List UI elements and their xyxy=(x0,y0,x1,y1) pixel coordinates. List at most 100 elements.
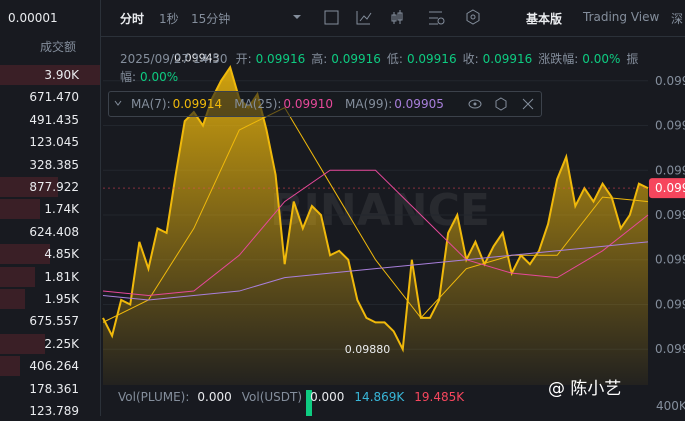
trade-amount: 4.85K xyxy=(44,247,79,262)
trade-row: 2.25K xyxy=(0,333,100,354)
trade-amount: 877.922 xyxy=(29,180,79,194)
depth-bar xyxy=(0,356,20,377)
interval-tab[interactable]: 15分钟 xyxy=(191,12,231,26)
toolbar: 分时 1秒 15分钟 基本版 Trading View 深 xyxy=(101,0,685,37)
trade-row: 178.361 xyxy=(0,379,100,399)
ohlc-info: 2025/09/27 14:50 开: 0.09916 高: 0.09916 低: 0.09… xyxy=(120,50,640,86)
field-value: 0.09916 xyxy=(482,52,533,66)
ma-name: MA(25) xyxy=(234,97,278,111)
y-tick-label: 0.099 xyxy=(655,74,685,88)
trade-amount: 1.81K xyxy=(44,269,79,284)
field-label: 低: xyxy=(386,52,403,66)
trade-amount: 123.789 xyxy=(29,404,79,418)
interval-tab[interactable]: 分时 xyxy=(120,12,145,26)
vol-value: 0.000 xyxy=(310,390,345,404)
depth-bar xyxy=(0,333,45,354)
trade-row: 491.435 xyxy=(0,110,100,130)
price-area xyxy=(103,67,648,386)
field-label: 振幅: xyxy=(120,52,639,84)
trade-row: 406.264 xyxy=(0,356,100,377)
ma-colon: : xyxy=(166,97,171,111)
trade-amount: 671.470 xyxy=(29,90,79,105)
trade-amount: 1.95K xyxy=(44,292,79,306)
ma-line xyxy=(102,106,649,323)
ma-value: 0.09905 xyxy=(394,97,444,111)
trade-row: 123.789 xyxy=(0,401,100,421)
field-value: 0.09916 xyxy=(331,52,381,66)
trade-amount: 178.361 xyxy=(29,381,79,396)
y-tick-label: 0.099 xyxy=(655,119,685,133)
y-tick-label: 0.099 xyxy=(655,208,685,222)
y-tick-label: 0.099 xyxy=(655,253,685,267)
price-tag-label: 0.099 xyxy=(655,181,685,195)
view-tab[interactable]: 基本版 xyxy=(526,12,563,26)
vol-ma: 14.869K xyxy=(354,390,405,404)
order-sidebar: 0.00001 成交额 3.90K 671.470 491.435 123.045 32… xyxy=(0,0,101,418)
vol-ma: 19.485K xyxy=(414,390,465,404)
field-label: 高: xyxy=(311,52,328,66)
trade-row: 624.408 xyxy=(0,222,100,242)
trade-amount: 675.557 xyxy=(29,314,79,329)
trade-amount: 328.385 xyxy=(29,157,79,172)
trade-amount: 3.90K xyxy=(44,68,79,82)
trade-row: 328.385 xyxy=(0,155,100,175)
depth-bar xyxy=(0,177,58,197)
depth-bar xyxy=(0,289,25,309)
depth-bar xyxy=(0,266,35,287)
trade-row: 123.045 xyxy=(0,132,100,152)
vol-value: 0.000 xyxy=(197,390,232,404)
precision[interactable]: 0.00001 xyxy=(8,11,58,25)
field-value: 0.00% xyxy=(140,70,179,84)
ma-colon: : xyxy=(388,97,393,111)
view-tab[interactable]: 深 xyxy=(671,12,684,26)
extreme-label: 0.09880 xyxy=(345,343,391,356)
volume-bar xyxy=(306,390,312,416)
y-tick-label: 0.099 xyxy=(655,342,685,356)
vol-label: Vol(USDT) xyxy=(241,390,303,404)
ma-legend: MA(7):0.09914 MA(25):0.09910 MA(99):0.0990… xyxy=(108,91,542,117)
extreme-label: 0.09943 xyxy=(174,51,220,64)
trade-amount: 1.74K xyxy=(44,202,79,217)
trade-amount: 491.435 xyxy=(29,112,79,127)
y-tick-label: 0.099 xyxy=(655,163,685,177)
field-label: 开: xyxy=(235,52,252,66)
ma-value: 0.09910 xyxy=(283,97,334,111)
field-label: 涨跌幅: xyxy=(538,52,579,66)
field-label: 收: xyxy=(462,52,479,66)
trade-row: 4.85K xyxy=(0,244,100,265)
trade-row: 1.74K xyxy=(0,199,100,220)
candle-time: 2025/09/27 14:50 xyxy=(120,52,228,66)
trade-amount: 624.408 xyxy=(29,224,79,239)
trade-amount: 2.25K xyxy=(44,336,79,351)
trade-amount: 406.264 xyxy=(29,359,79,374)
trade-row: 671.470 xyxy=(0,87,100,107)
field-value: 0.00% xyxy=(582,52,621,66)
depth-bar xyxy=(0,244,50,265)
trade-amount: 123.045 xyxy=(29,135,79,150)
interval-tab[interactable]: 1秒 xyxy=(159,12,179,26)
toolbar-icons xyxy=(293,9,480,25)
view-tab[interactable]: Trading View xyxy=(583,10,660,24)
depth-bar xyxy=(0,199,40,220)
volume-axis-label: 400K xyxy=(656,399,685,413)
ma-value: 0.09914 xyxy=(172,97,223,111)
ma-line xyxy=(102,241,649,301)
ma-line xyxy=(102,169,649,297)
trade-row: 877.922 xyxy=(0,177,100,197)
ma-colon: : xyxy=(277,97,282,111)
field-value: 0.09916 xyxy=(255,52,306,66)
field-value: 0.09916 xyxy=(406,52,457,66)
vol-label: Vol(PLUME): xyxy=(118,390,190,404)
user-watermark: @ 陈小艺 xyxy=(548,379,621,399)
ma-icons xyxy=(114,97,534,111)
trade-row: 675.557 xyxy=(0,311,100,331)
volume-legend: Vol(PLUME): 0.000 Vol(USDT) 0.000 14.869K 19.… xyxy=(118,389,474,405)
price-tag xyxy=(649,178,685,199)
trade-row: 1.81K xyxy=(0,266,100,287)
ma-name: MA(7) xyxy=(131,97,167,111)
column-header: 成交额 xyxy=(40,40,77,54)
trade-row: 1.95K xyxy=(0,289,100,309)
y-tick-label: 0.099 xyxy=(655,297,685,311)
